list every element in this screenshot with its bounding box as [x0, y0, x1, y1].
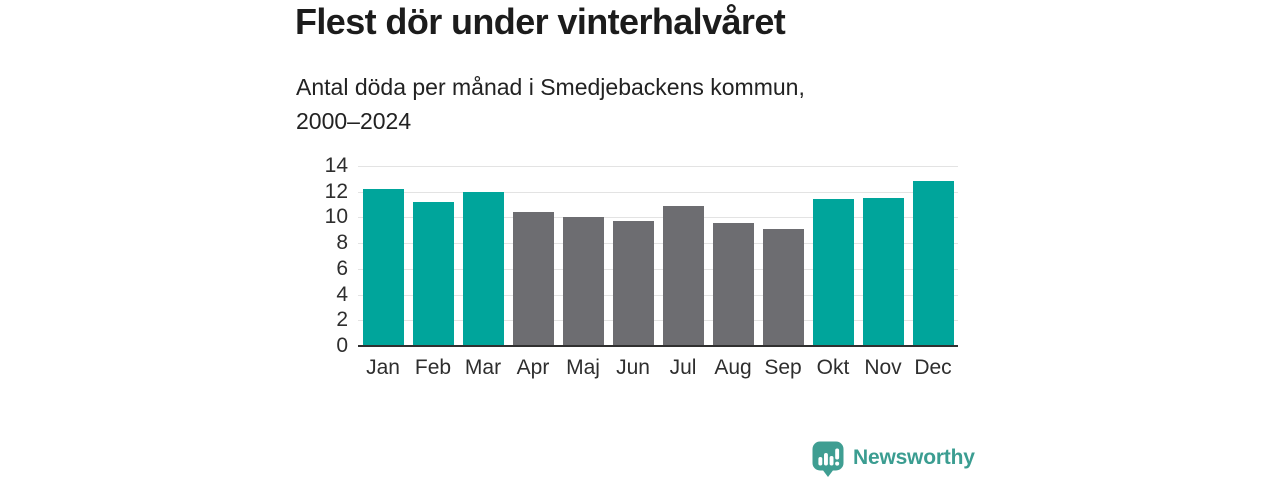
y-tick-label-2: 2 — [336, 308, 348, 332]
x-tick-label-okt: Okt — [816, 356, 850, 379]
x-tick-label-nov: Nov — [864, 356, 902, 379]
gridline-6 — [358, 268, 958, 270]
bar-jun — [612, 221, 654, 346]
bar-maj — [562, 217, 604, 346]
x-tick-label-feb: Feb — [414, 356, 452, 379]
chart-subtitle-line-1: Antal döda per månad i Smedjebackens kom… — [296, 74, 805, 100]
bar-mar — [462, 191, 504, 346]
y-tick-label-14: 14 — [324, 154, 348, 177]
chart-subtitle: Antal döda per månad i Smedjebackens kom… — [296, 70, 805, 138]
gridline-2 — [358, 320, 958, 322]
x-tick-label-dec: Dec — [914, 356, 952, 379]
bar-chart: 0 2 4 6 8 10 12 14 Jan Feb Mar Apr Maj Jun Jul Aug Sep Ok… — [325, 154, 958, 379]
x-tick-label-apr: Apr — [516, 356, 550, 379]
y-tick-label-6: 6 — [336, 256, 348, 280]
y-tick-label-10: 10 — [324, 205, 348, 229]
x-tick-label-mar: Mar — [464, 356, 502, 379]
y-tick-label-0: 0 — [336, 334, 348, 357]
x-tick-label-jul: Jul — [669, 356, 697, 379]
gridline-10 — [358, 217, 958, 219]
gridline-8 — [358, 243, 958, 245]
x-tick-label-jan: Jan — [366, 356, 400, 379]
x-tick-label-maj: Maj — [566, 356, 600, 379]
bar-apr — [512, 212, 554, 346]
chart-title: Flest dör under vinterhalvåret — [295, 1, 786, 42]
bar-aug — [712, 222, 754, 346]
bar-jul — [662, 205, 704, 346]
newsworthy-wordmark: Newsworthy — [853, 445, 975, 469]
bar-nov — [862, 198, 904, 346]
x-tick-label-aug: Aug — [714, 356, 752, 379]
bar-dec — [912, 181, 954, 346]
gridline-14 — [358, 166, 958, 167]
chart-subtitle-line-2: 2000–2024 — [296, 108, 412, 134]
bar-okt — [812, 199, 854, 346]
x-tick-label-sep: Sep — [764, 356, 802, 379]
newsworthy-logo-icon — [812, 441, 844, 477]
bar-feb — [412, 202, 454, 346]
gridline-12 — [358, 191, 958, 193]
x-axis-line — [358, 345, 958, 347]
newsworthy-branding: Newsworthy — [812, 441, 975, 478]
y-tick-label-8: 8 — [336, 231, 348, 255]
gridline-4 — [358, 294, 958, 296]
bar-sep — [762, 229, 804, 346]
x-tick-label-jun: Jun — [616, 356, 650, 379]
y-tick-label-12: 12 — [324, 179, 348, 203]
y-tick-label-4: 4 — [336, 282, 348, 306]
bar-jan — [362, 189, 404, 346]
